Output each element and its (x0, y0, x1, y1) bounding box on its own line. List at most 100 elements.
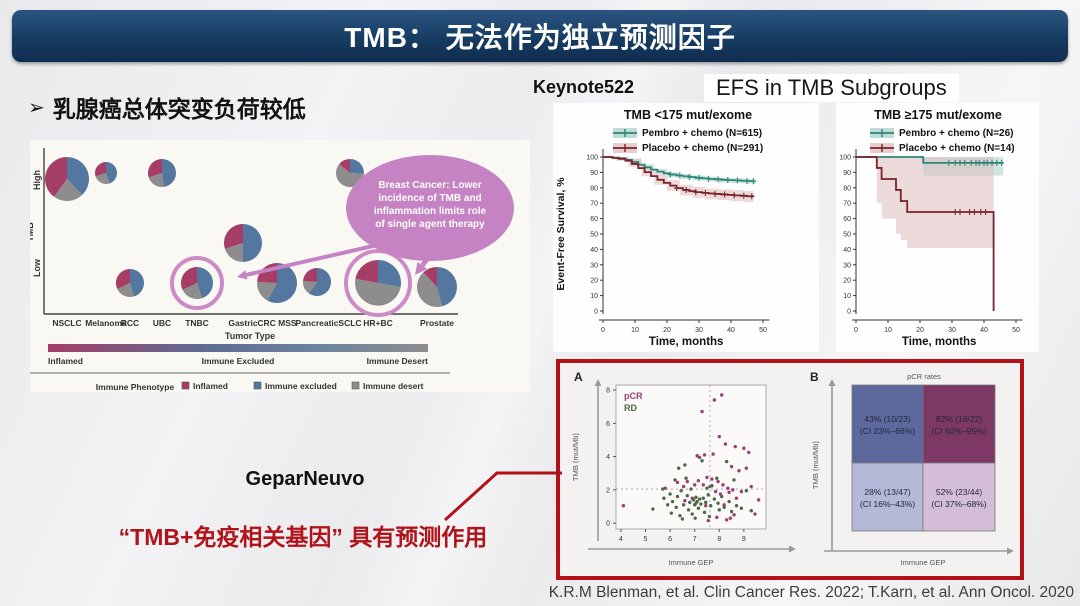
slide-title: TMB： 无法作为独立预测因子 (344, 22, 736, 53)
svg-text:inflammation limits role: inflammation limits role (374, 206, 487, 217)
keynote522-label: Keynote522 (533, 77, 635, 97)
svg-text:50: 50 (759, 327, 767, 334)
svg-text:NSCLC: NSCLC (52, 318, 81, 328)
svg-text:pCR rates: pCR rates (907, 372, 941, 381)
svg-text:20: 20 (843, 278, 851, 285)
svg-text:(CI 60%–95%): (CI 60%–95%) (931, 426, 986, 436)
svg-text:10: 10 (884, 327, 892, 334)
svg-text:30: 30 (590, 262, 598, 269)
svg-text:10: 10 (590, 293, 598, 300)
svg-text:Pembro + chemo (N=26): Pembro + chemo (N=26) (899, 128, 1013, 139)
km-plot-tmb-low-panel: TMB <175 mut/exome 0 10 20 30 40 50 60 70 80 90 100… (553, 103, 819, 352)
svg-text:pCR: pCR (624, 391, 643, 401)
svg-text:B: B (810, 370, 819, 384)
svg-text:of single agent therapy: of single agent therapy (375, 219, 485, 230)
svg-text:(CI 16%–43%): (CI 16%–43%) (860, 499, 915, 509)
svg-text:Gastric: Gastric (228, 318, 258, 328)
svg-text:8: 8 (606, 387, 610, 394)
svg-text:(CI 37%–68%): (CI 37%–68%) (931, 499, 986, 509)
svg-text:30: 30 (843, 262, 851, 269)
svg-text:52% (23/44): 52% (23/44) (936, 487, 982, 497)
svg-text:70: 70 (843, 201, 851, 208)
svg-text:High: High (32, 170, 42, 190)
svg-text:Pancreatic: Pancreatic (296, 318, 339, 328)
svg-text:20: 20 (916, 327, 924, 334)
svg-text:incidence of TMB and: incidence of TMB and (378, 193, 481, 204)
svg-text:Placebo + chemo (N=291): Placebo + chemo (N=291) (642, 143, 763, 154)
efs-subgroups-title: EFS in TMB Subgroups (704, 74, 959, 102)
svg-text:90: 90 (843, 170, 851, 177)
svg-text:60: 60 (843, 216, 851, 223)
svg-text:Placebo + chemo (N=14): Placebo + chemo (N=14) (899, 143, 1015, 154)
svg-text:Inflamed: Inflamed (193, 381, 228, 391)
svg-text:40: 40 (980, 327, 988, 334)
svg-text:40: 40 (590, 247, 598, 254)
svg-text:60: 60 (590, 216, 598, 223)
svg-text:6: 6 (668, 536, 672, 543)
svg-text:Prostate: Prostate (420, 318, 454, 328)
svg-text:TMB (mut/Mb): TMB (mut/Mb) (571, 433, 580, 481)
svg-text:Low: Low (32, 258, 42, 277)
conclusion-text: “TMB+免疫相关基因” 具有预测作用 (118, 524, 488, 550)
svg-text:0: 0 (594, 309, 598, 316)
svg-text:0: 0 (601, 327, 605, 334)
svg-text:Event-Free Survival, %: Event-Free Survival, % (555, 177, 567, 291)
svg-text:4: 4 (619, 536, 623, 543)
svg-text:40: 40 (727, 327, 735, 334)
svg-text:TMB (mut/Mb): TMB (mut/Mb) (811, 441, 820, 489)
section-heading: ➢ 乳腺癌总体突变负荷较低 (28, 90, 306, 124)
svg-text:80: 80 (843, 185, 851, 192)
svg-text:0: 0 (606, 521, 610, 528)
section-heading-text: 乳腺癌总体突变负荷较低 (52, 96, 306, 122)
svg-text:28% (13/47): 28% (13/47) (864, 487, 910, 497)
svg-text:Immune Phenotype: Immune Phenotype (96, 382, 175, 392)
svg-text:Immune Desert: Immune Desert (367, 356, 429, 366)
svg-text:8: 8 (717, 536, 721, 543)
svg-text:Tumor Type: Tumor Type (225, 331, 275, 341)
km-plot-tmb-high-panel: TMB ≥175 mut/exome 0 10 20 30 40 50 60 70 80 90 100… (836, 103, 1039, 352)
svg-text:100: 100 (839, 155, 851, 162)
svg-text:Time, months: Time, months (649, 336, 724, 348)
svg-text:SCLC: SCLC (338, 318, 361, 328)
svg-text:6: 6 (606, 421, 610, 428)
connector-line (443, 471, 562, 522)
svg-text:Immune Excluded: Immune Excluded (202, 356, 275, 366)
svg-text:TNBC: TNBC (185, 318, 209, 328)
svg-text:HR+BC: HR+BC (363, 318, 393, 328)
svg-text:2: 2 (606, 487, 610, 494)
svg-text:4: 4 (606, 454, 610, 461)
svg-text:Immune GEP: Immune GEP (668, 558, 713, 567)
svg-text:TMB ≥175 mut/exome: TMB ≥175 mut/exome (874, 108, 1002, 122)
svg-text:(CI 23%–66%): (CI 23%–66%) (860, 426, 915, 436)
svg-text:9: 9 (742, 536, 746, 543)
svg-text:CRC MSS: CRC MSS (257, 318, 297, 328)
svg-text:Inflamed: Inflamed (48, 356, 83, 366)
tmb-bubble-chart-panel: High TMB Low NSCLC Melanoma RCC UBC TNBC Gastric… (25, 140, 530, 392)
svg-text:30: 30 (948, 327, 956, 334)
svg-text:TMB <175 mut/exome: TMB <175 mut/exome (624, 108, 752, 122)
svg-text:30: 30 (695, 327, 703, 334)
svg-text:20: 20 (590, 278, 598, 285)
svg-text:10: 10 (631, 327, 639, 334)
svg-text:Immune excluded: Immune excluded (265, 381, 337, 391)
svg-text:Pembro + chemo (N=615): Pembro + chemo (N=615) (642, 128, 762, 139)
svg-text:0: 0 (854, 327, 858, 334)
svg-text:5: 5 (644, 536, 648, 543)
geparneuvo-label: GeparNeuvo (245, 468, 365, 490)
svg-text:20: 20 (663, 327, 671, 334)
km-plot-tmb-high: TMB ≥175 mut/exome 0 10 20 30 40 50 60 70 80 90 100… (839, 108, 1023, 348)
svg-text:43% (10/23): 43% (10/23) (864, 414, 910, 424)
svg-text:Breast Cancer: Lower: Breast Cancer: Lower (378, 180, 481, 191)
svg-text:82% (18/22): 82% (18/22) (936, 414, 982, 424)
svg-text:A: A (574, 370, 583, 384)
svg-text:50: 50 (843, 232, 851, 239)
svg-text:70: 70 (590, 201, 598, 208)
svg-text:90: 90 (590, 170, 598, 177)
svg-text:7: 7 (693, 536, 697, 543)
svg-text:100: 100 (586, 155, 598, 162)
svg-text:Melanoma: Melanoma (85, 318, 127, 328)
citation: K.R.M Blenman, et al. Clin Cancer Res. 2… (548, 584, 1074, 601)
title-bar: TMB： 无法作为独立预测因子 (12, 10, 1068, 62)
